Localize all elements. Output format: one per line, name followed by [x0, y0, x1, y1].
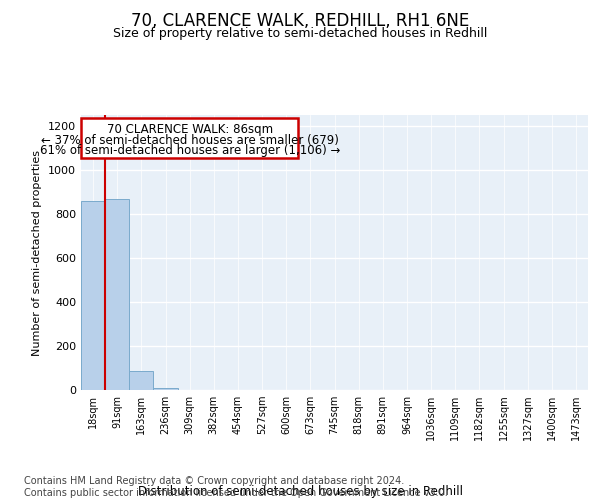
Bar [81, 201, 105, 390]
FancyBboxPatch shape [82, 118, 298, 158]
Text: ← 37% of semi-detached houses are smaller (679): ← 37% of semi-detached houses are smalle… [41, 134, 339, 146]
Text: Distribution of semi-detached houses by size in Redhill: Distribution of semi-detached houses by … [137, 484, 463, 498]
Text: 61% of semi-detached houses are larger (1,106) →: 61% of semi-detached houses are larger (… [40, 144, 340, 158]
Bar [129, 372, 154, 390]
Text: 70, CLARENCE WALK, REDHILL, RH1 6NE: 70, CLARENCE WALK, REDHILL, RH1 6NE [131, 12, 469, 30]
Bar [105, 198, 129, 390]
Text: Contains HM Land Registry data © Crown copyright and database right 2024.
Contai: Contains HM Land Registry data © Crown c… [24, 476, 448, 498]
Text: Size of property relative to semi-detached houses in Redhill: Size of property relative to semi-detach… [113, 28, 487, 40]
Y-axis label: Number of semi-detached properties: Number of semi-detached properties [32, 150, 43, 356]
Bar [154, 388, 178, 390]
Text: 70 CLARENCE WALK: 86sqm: 70 CLARENCE WALK: 86sqm [107, 123, 273, 136]
